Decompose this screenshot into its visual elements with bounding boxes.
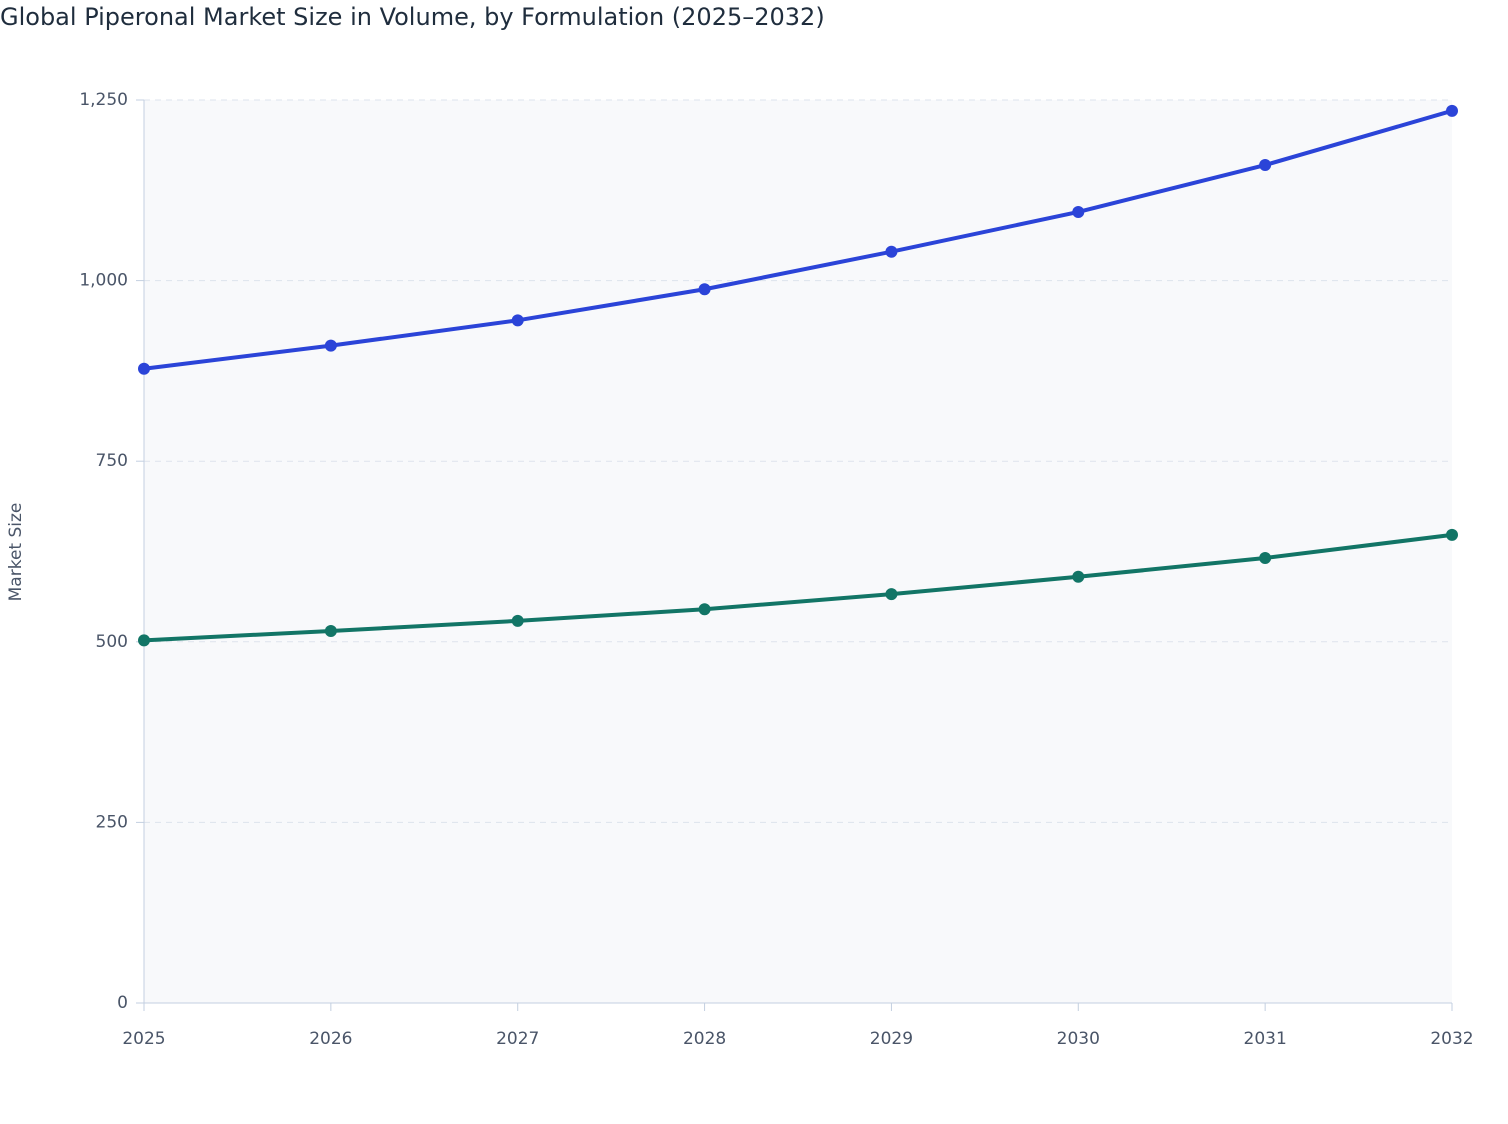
x-tick-label: 2026 — [309, 1029, 352, 1049]
data-point — [1259, 552, 1272, 565]
y-axis-title: Market Size — [6, 503, 26, 602]
data-point — [511, 614, 524, 627]
y-tick-label: 1,000 — [79, 271, 128, 291]
y-tick-label: 500 — [96, 632, 128, 652]
data-point — [698, 283, 711, 296]
data-point — [138, 362, 150, 375]
chart-title: Global Piperonal Market Size in Volume, … — [0, 3, 825, 31]
x-tick-label: 2030 — [1057, 1029, 1100, 1049]
y-tick-label: 750 — [96, 451, 128, 471]
data-point — [698, 603, 711, 616]
x-tick-label: 2031 — [1244, 1029, 1287, 1049]
x-tick-label: 2027 — [496, 1029, 539, 1049]
x-tick-label: 2029 — [870, 1029, 913, 1049]
data-point — [1446, 104, 1458, 117]
x-tick-label: 2028 — [683, 1029, 726, 1049]
data-point — [885, 588, 898, 601]
data-point — [138, 634, 150, 647]
y-tick-label: 0 — [117, 993, 128, 1013]
y-tick-label: 1,250 — [79, 90, 128, 110]
x-tick-label: 2025 — [122, 1029, 165, 1049]
data-point — [1072, 205, 1085, 218]
y-tick-label: 250 — [96, 812, 128, 832]
series-line — [143, 108, 1453, 371]
data-point — [1072, 570, 1085, 583]
data-point — [324, 339, 337, 352]
data-point — [1446, 528, 1458, 541]
plot-background — [144, 100, 1452, 1003]
data-point — [324, 624, 337, 637]
data-point — [511, 314, 524, 327]
x-tick-label: 2032 — [1430, 1029, 1473, 1049]
data-point — [885, 245, 898, 258]
series-line — [143, 532, 1453, 643]
data-point — [1259, 159, 1272, 172]
